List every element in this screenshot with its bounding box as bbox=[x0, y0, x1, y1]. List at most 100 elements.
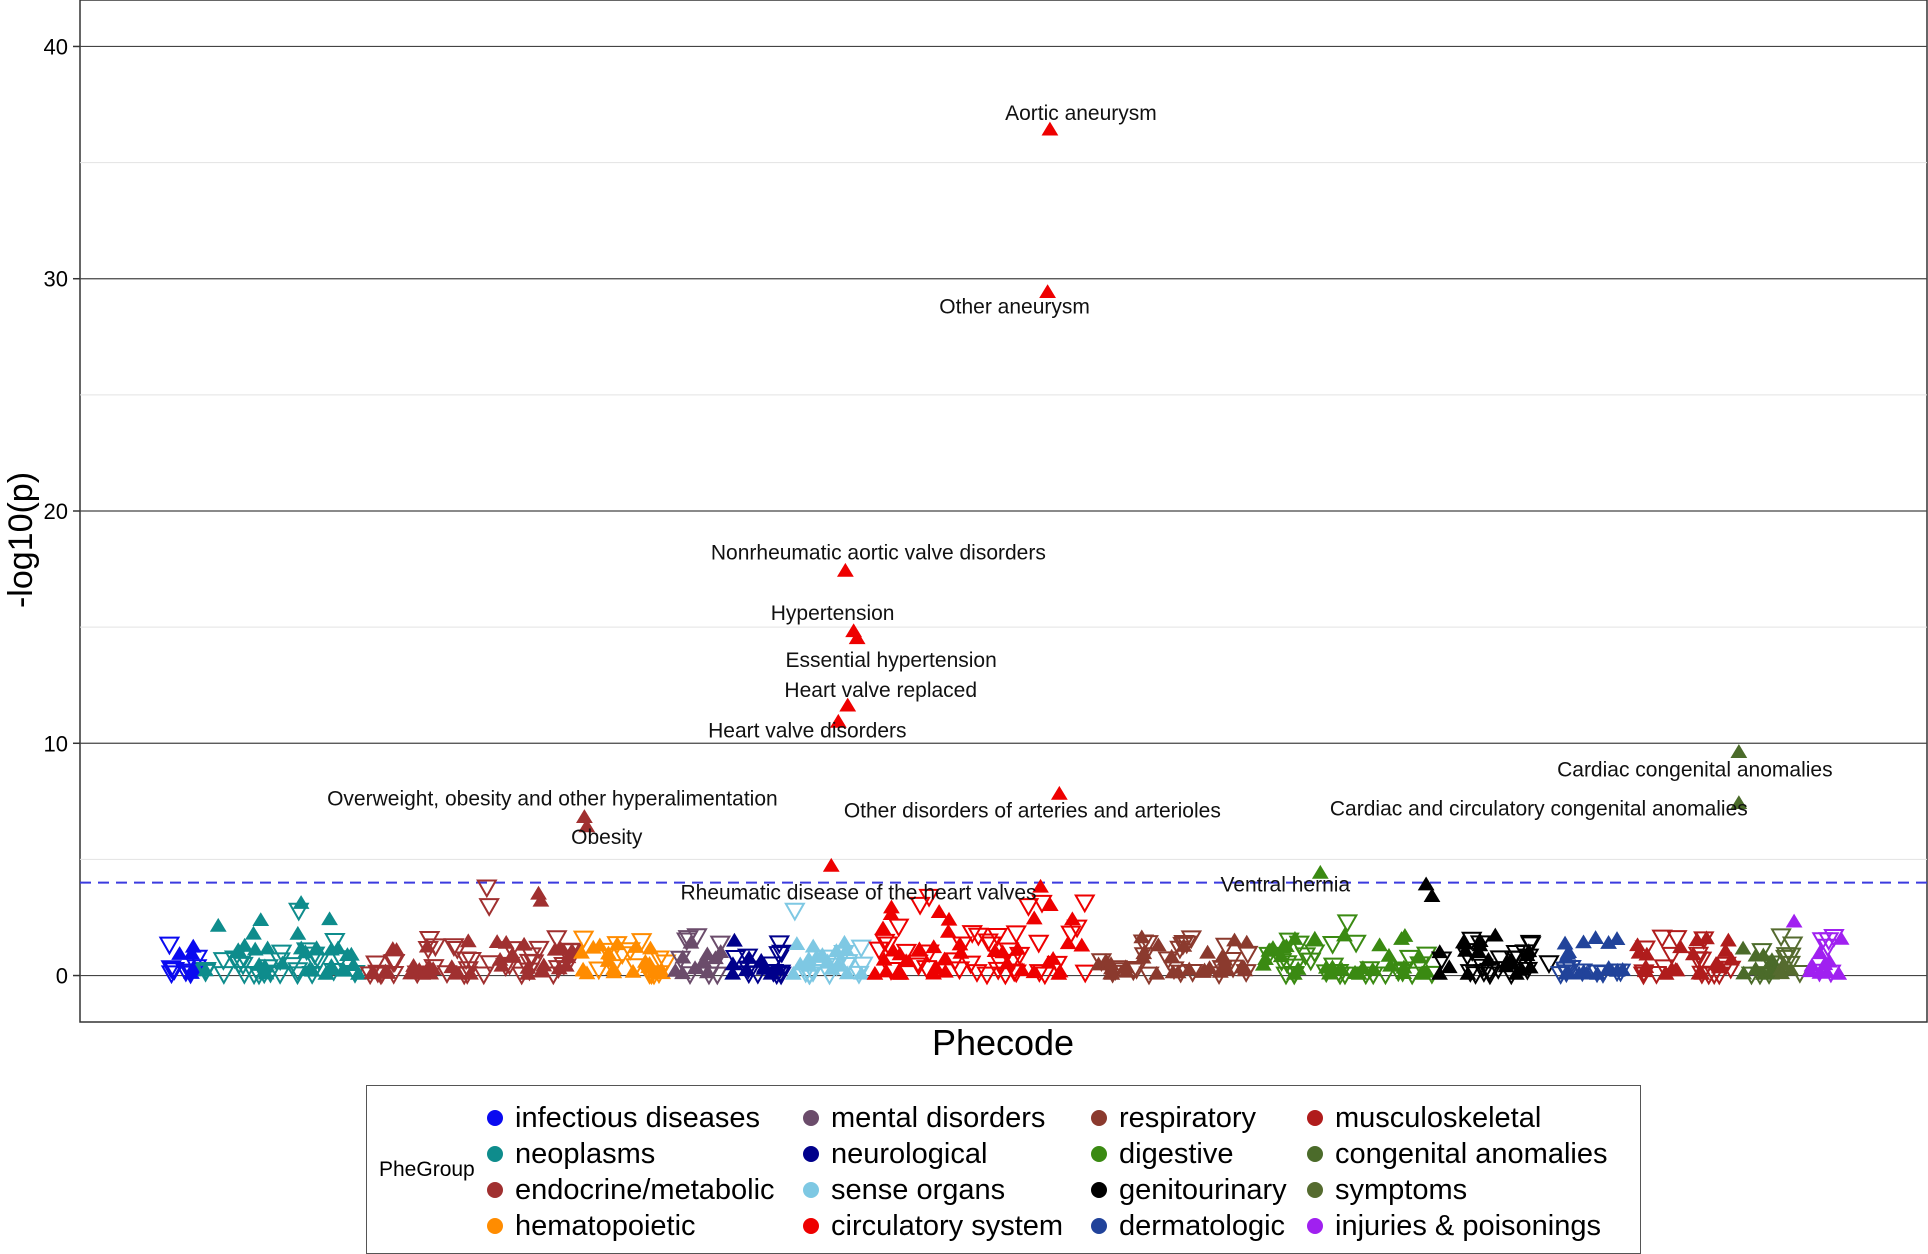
data-point bbox=[1028, 934, 1050, 954]
data-point bbox=[1276, 955, 1298, 974]
data-point bbox=[345, 957, 362, 972]
y-tick-label: 10 bbox=[44, 731, 68, 756]
legend-label: sense organs bbox=[831, 1173, 1006, 1206]
data-point bbox=[874, 920, 892, 935]
point-label: Nonrheumatic aortic valve disorders bbox=[711, 541, 1046, 564]
legend-label: dermatologic bbox=[1119, 1209, 1286, 1242]
data-point bbox=[1102, 965, 1120, 980]
data-point bbox=[1180, 930, 1203, 950]
data-point bbox=[1196, 962, 1213, 977]
data-point bbox=[1781, 936, 1804, 956]
data-point bbox=[1608, 931, 1626, 945]
data-point bbox=[546, 930, 568, 950]
data-point bbox=[418, 938, 436, 953]
data-point bbox=[184, 938, 202, 953]
data-point bbox=[1286, 931, 1304, 945]
data-point bbox=[1751, 943, 1773, 962]
data-point bbox=[1661, 946, 1683, 966]
data-point bbox=[1138, 966, 1160, 986]
data-point bbox=[532, 892, 550, 907]
data-point bbox=[1294, 947, 1317, 967]
legend-label: hematopoietic bbox=[515, 1209, 696, 1242]
data-point bbox=[1235, 964, 1257, 983]
data-point bbox=[925, 939, 943, 954]
data-point bbox=[1817, 938, 1839, 958]
data-point bbox=[967, 927, 990, 947]
data-point bbox=[1823, 928, 1845, 948]
data-point bbox=[784, 965, 802, 980]
data-point bbox=[456, 966, 478, 985]
data-point bbox=[1044, 951, 1062, 965]
point-label: Overweight, obesity and other hyperalime… bbox=[327, 788, 778, 811]
point-label: Other disorders of arteries and arteriol… bbox=[844, 799, 1221, 822]
legend-swatch bbox=[803, 1182, 819, 1198]
data-point bbox=[163, 962, 186, 981]
legend-item: symptoms bbox=[1307, 1172, 1607, 1208]
data-point bbox=[822, 857, 840, 872]
data-point bbox=[1216, 951, 1234, 966]
data-point bbox=[1672, 939, 1689, 954]
data-point bbox=[1041, 121, 1059, 136]
data-point bbox=[1456, 947, 1479, 967]
data-point bbox=[287, 902, 310, 922]
data-point bbox=[1500, 966, 1523, 986]
data-point bbox=[911, 941, 928, 956]
data-point bbox=[588, 961, 610, 981]
data-point bbox=[788, 936, 806, 951]
legend-swatch bbox=[1091, 1110, 1107, 1126]
data-point bbox=[270, 944, 293, 964]
data-point bbox=[476, 879, 498, 899]
data-point bbox=[1632, 966, 1655, 986]
data-point bbox=[1398, 949, 1421, 969]
data-point bbox=[909, 896, 931, 916]
legend-item: musculoskeletal bbox=[1307, 1100, 1607, 1136]
data-point bbox=[1770, 928, 1792, 948]
y-tick-label: 30 bbox=[44, 267, 68, 292]
data-points bbox=[158, 121, 1850, 986]
legend-item: genitourinary bbox=[1091, 1172, 1287, 1208]
data-point bbox=[1396, 928, 1414, 942]
data-point bbox=[966, 964, 988, 983]
data-point bbox=[706, 966, 729, 986]
data-point bbox=[259, 940, 277, 955]
data-point bbox=[436, 965, 458, 984]
data-point bbox=[1687, 946, 1710, 966]
data-point bbox=[303, 962, 321, 977]
data-point bbox=[1409, 956, 1431, 976]
point-label: Cardiac congenital anomalies bbox=[1557, 759, 1833, 782]
legend-swatch bbox=[1307, 1146, 1323, 1162]
data-point bbox=[877, 936, 899, 956]
data-point bbox=[1073, 937, 1091, 952]
legend-label: neurological bbox=[831, 1137, 988, 1170]
data-point bbox=[1272, 948, 1290, 963]
data-point bbox=[907, 957, 930, 977]
legend-label: congenital anomalies bbox=[1335, 1137, 1608, 1170]
data-point bbox=[520, 947, 543, 967]
legend-label: injuries & poisonings bbox=[1335, 1209, 1601, 1242]
data-point bbox=[1808, 963, 1831, 983]
data-point bbox=[321, 911, 338, 926]
data-point bbox=[1118, 963, 1135, 978]
x-axis-label: Phecode bbox=[932, 1022, 1074, 1063]
data-point bbox=[698, 946, 716, 961]
data-point bbox=[1715, 956, 1737, 976]
legend-swatch bbox=[1307, 1182, 1323, 1198]
data-point bbox=[1374, 966, 1397, 986]
data-point bbox=[443, 938, 465, 957]
data-point bbox=[1274, 939, 1292, 954]
data-point bbox=[1638, 946, 1656, 961]
data-point bbox=[1137, 935, 1159, 954]
data-point bbox=[1538, 955, 1560, 975]
data-point bbox=[1816, 956, 1834, 971]
data-point bbox=[1208, 966, 1230, 985]
legend-swatch bbox=[487, 1182, 503, 1198]
data-point bbox=[1717, 943, 1734, 957]
data-point bbox=[478, 898, 500, 917]
legend-label: genitourinary bbox=[1119, 1173, 1287, 1206]
data-point bbox=[724, 965, 742, 980]
legend-title: PheGroup bbox=[379, 1158, 475, 1181]
legend-label: mental disorders bbox=[831, 1101, 1046, 1134]
data-point bbox=[1283, 966, 1305, 985]
legend-item: neoplasms bbox=[487, 1136, 775, 1172]
data-point bbox=[405, 958, 422, 972]
